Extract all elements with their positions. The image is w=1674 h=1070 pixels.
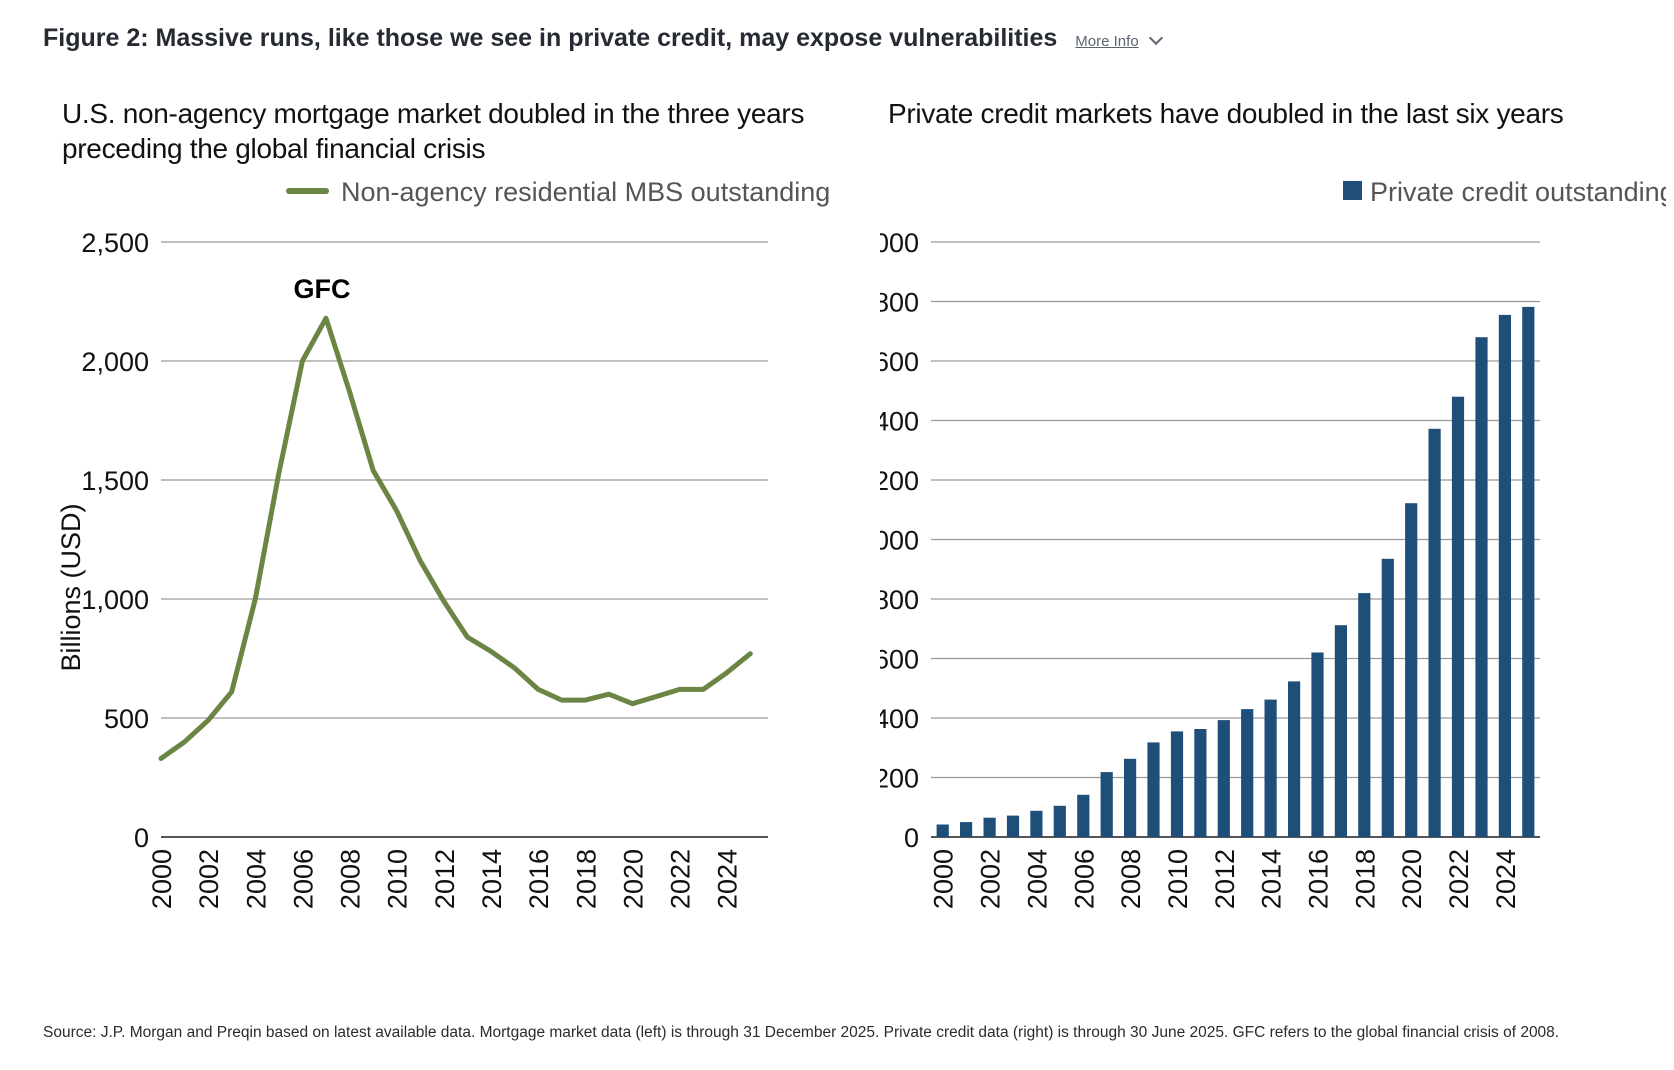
y-tick-label: 0 (904, 823, 919, 853)
y-tick-label: 600 (880, 645, 919, 675)
y-tick-label: 200 (880, 764, 919, 794)
y-tick-label: 800 (880, 585, 919, 615)
figure-title: Figure 2: Massive runs, like those we se… (43, 24, 1058, 52)
bar-2019 (1381, 558, 1394, 837)
bar-2005 (1053, 805, 1066, 837)
x-tick-label: 2000 (929, 849, 959, 909)
bar-2003 (1006, 815, 1020, 837)
y-tick-label: 1,800 (880, 288, 919, 318)
bar-2012 (1217, 720, 1230, 837)
bar-2006 (1077, 794, 1090, 837)
bar-2016 (1311, 652, 1324, 837)
x-tick-label: 2024 (1491, 849, 1521, 909)
private-credit-chart: Private credit markets have doubled in t… (880, 92, 1666, 1002)
x-tick-label: 2004 (241, 849, 271, 909)
source-footnote: Source: J.P. Morgan and Preqin based on … (43, 1024, 1560, 1041)
x-tick-label: 2006 (1069, 849, 1099, 909)
series-line-non-agency-mbs (158, 315, 753, 761)
y-tick-label: 500 (104, 704, 149, 734)
bar-2020 (1405, 503, 1418, 837)
y-tick-label: 1,400 (880, 407, 919, 437)
x-tick-label: 2002 (194, 849, 224, 909)
more-info-toggle[interactable]: More Info (1075, 30, 1163, 50)
legend-swatch (1343, 181, 1362, 200)
bar-2021 (1428, 428, 1441, 837)
bar-2018 (1358, 593, 1371, 837)
x-tick-label: 2020 (618, 849, 648, 909)
bar-2011 (1194, 729, 1207, 837)
y-tick-label: 0 (134, 823, 149, 853)
y-tick-label: 1,000 (81, 585, 149, 615)
bar-2002 (983, 817, 996, 837)
x-tick-label: 2022 (1444, 849, 1474, 909)
bar-2007 (1100, 772, 1113, 837)
y-tick-label: 2,000 (880, 228, 919, 258)
x-tick-label: 2018 (571, 849, 601, 909)
bar-2017 (1334, 625, 1347, 837)
x-tick-label: 2010 (383, 849, 413, 909)
y-tick-label: 2,000 (81, 347, 149, 377)
bar-2024 (1498, 314, 1511, 837)
x-tick-label: 2012 (1210, 849, 1240, 909)
bar-2001 (960, 822, 973, 837)
private-credit-bar-plot: 0 200 400 600 800 1,000 1,200 1,400 1,600 1,800 2,… (880, 177, 1666, 909)
bar-2009 (1147, 742, 1160, 837)
x-tick-label: 2000 (147, 849, 177, 909)
bar-2014 (1264, 699, 1277, 837)
x-tick-label: 2024 (713, 849, 743, 909)
private-credit-chart-title: Private credit markets have doubled in t… (888, 98, 1564, 129)
figure-header: Figure 2: Massive runs, like those we se… (43, 24, 1163, 53)
bar-2004 (1030, 810, 1043, 837)
bar-2008 (1124, 758, 1137, 837)
bar-2010 (1170, 731, 1184, 837)
x-tick-label: 2018 (1350, 849, 1380, 909)
bar-2013 (1241, 709, 1254, 837)
bar-2022 (1451, 396, 1465, 837)
bar-2015 (1288, 681, 1301, 837)
x-tick-label: 2020 (1397, 849, 1427, 909)
mortgage-line-plot: 0 500 1,000 1,500 2,000 2,500 2000 2002 2004 2006… (56, 177, 830, 909)
bar-2025 (1522, 306, 1535, 837)
x-tick-label: 2022 (666, 849, 696, 909)
x-tick-label: 2008 (1116, 849, 1146, 909)
x-tick-label: 2010 (1163, 849, 1193, 909)
y-tick-label: 1,000 (880, 526, 919, 556)
x-tick-label: 2016 (524, 849, 554, 909)
chevron-down-icon[interactable] (1148, 30, 1163, 45)
mortgage-chart-title: U.S. non-agency mortgage market doubled … (62, 98, 805, 164)
y-tick-label: 1,200 (880, 466, 919, 496)
x-tick-label: 2016 (1303, 849, 1333, 909)
x-tick-label: 2002 (976, 849, 1006, 909)
y-axis-label: Billions (USD) (56, 503, 86, 671)
y-tick-label: 400 (880, 704, 919, 734)
x-tick-label: 2006 (288, 849, 318, 909)
y-tick-label: 2,500 (81, 228, 149, 258)
x-tick-label: 2008 (336, 849, 366, 909)
x-tick-label: 2012 (430, 849, 460, 909)
more-info-label[interactable]: More Info (1075, 33, 1139, 50)
y-tick-label: 1,600 (880, 347, 919, 377)
mortgage-chart: U.S. non-agency mortgage market doubled … (56, 92, 836, 1002)
y-tick-label: 1,500 (81, 466, 149, 496)
bar-2000 (936, 824, 949, 837)
legend-label: Private credit outstanding (1370, 177, 1666, 207)
bar-2023 (1475, 337, 1488, 837)
x-tick-label: 2014 (477, 849, 507, 909)
legend-label: Non-agency residential MBS outstanding (341, 177, 830, 207)
gfc-annotation: GFC (294, 274, 351, 304)
x-tick-label: 2014 (1257, 849, 1287, 909)
x-tick-label: 2004 (1022, 849, 1052, 909)
